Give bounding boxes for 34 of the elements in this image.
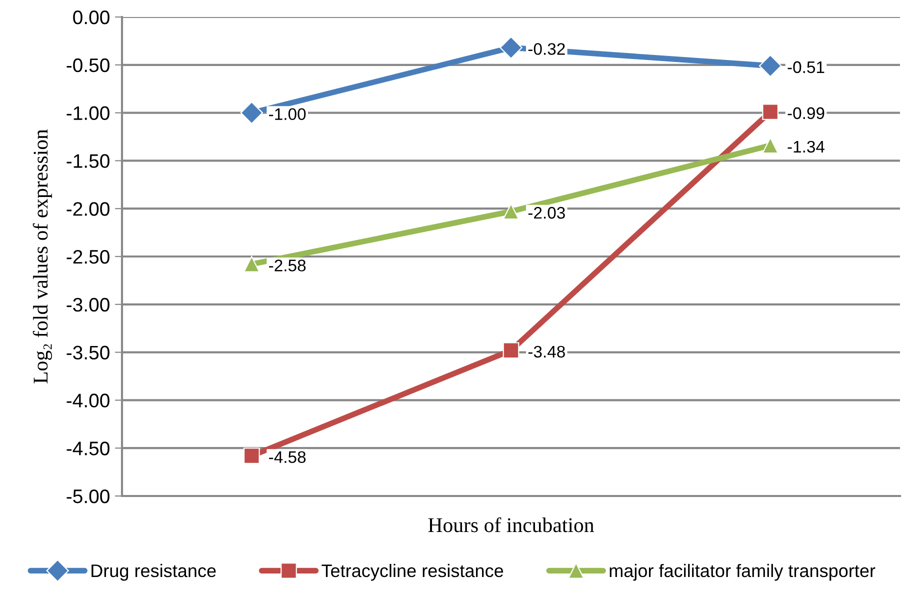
data-label: -0.99 [788,107,824,120]
y-tick-label: -2.50 [66,250,110,264]
point [502,342,520,359]
y-tick-label: -1.50 [66,154,110,168]
point [500,36,522,60]
legend-label: major facilitator family transporter [610,564,876,581]
y-tick-label: -3.00 [66,298,110,312]
point [762,104,779,120]
data-label: -3.48 [528,346,565,358]
point [243,256,260,272]
data-label: -1.00 [269,108,306,120]
point [762,137,779,154]
y-tick-label: -5.00 [66,489,110,504]
y-tick-label: -2.00 [66,202,110,216]
data-label: -2.03 [528,206,565,219]
data-label: -2.58 [269,260,306,272]
point [758,54,782,78]
data-label: -1.34 [788,140,824,153]
legend-label: Tetracycline resistance [322,564,504,581]
data-label: -0.51 [788,61,824,74]
y-tick-label: -4.00 [66,394,110,408]
point [240,101,264,124]
y-tick-label: -0.50 [66,58,110,72]
point [243,448,260,464]
point [502,203,520,220]
y-tick-label: -1.00 [66,106,110,120]
y-tick-label: 0.00 [73,10,110,24]
legend-label: Drug resistance [92,564,216,581]
data-label: -4.58 [269,451,306,464]
y-tick-label: -3.50 [66,346,110,360]
y-axis-title: Log₂ fold values of expression [32,129,52,384]
x-axis-title: Hours of incubation [428,517,594,532]
y-tick-label: -4.50 [66,442,110,456]
data-label: -0.32 [528,43,565,55]
